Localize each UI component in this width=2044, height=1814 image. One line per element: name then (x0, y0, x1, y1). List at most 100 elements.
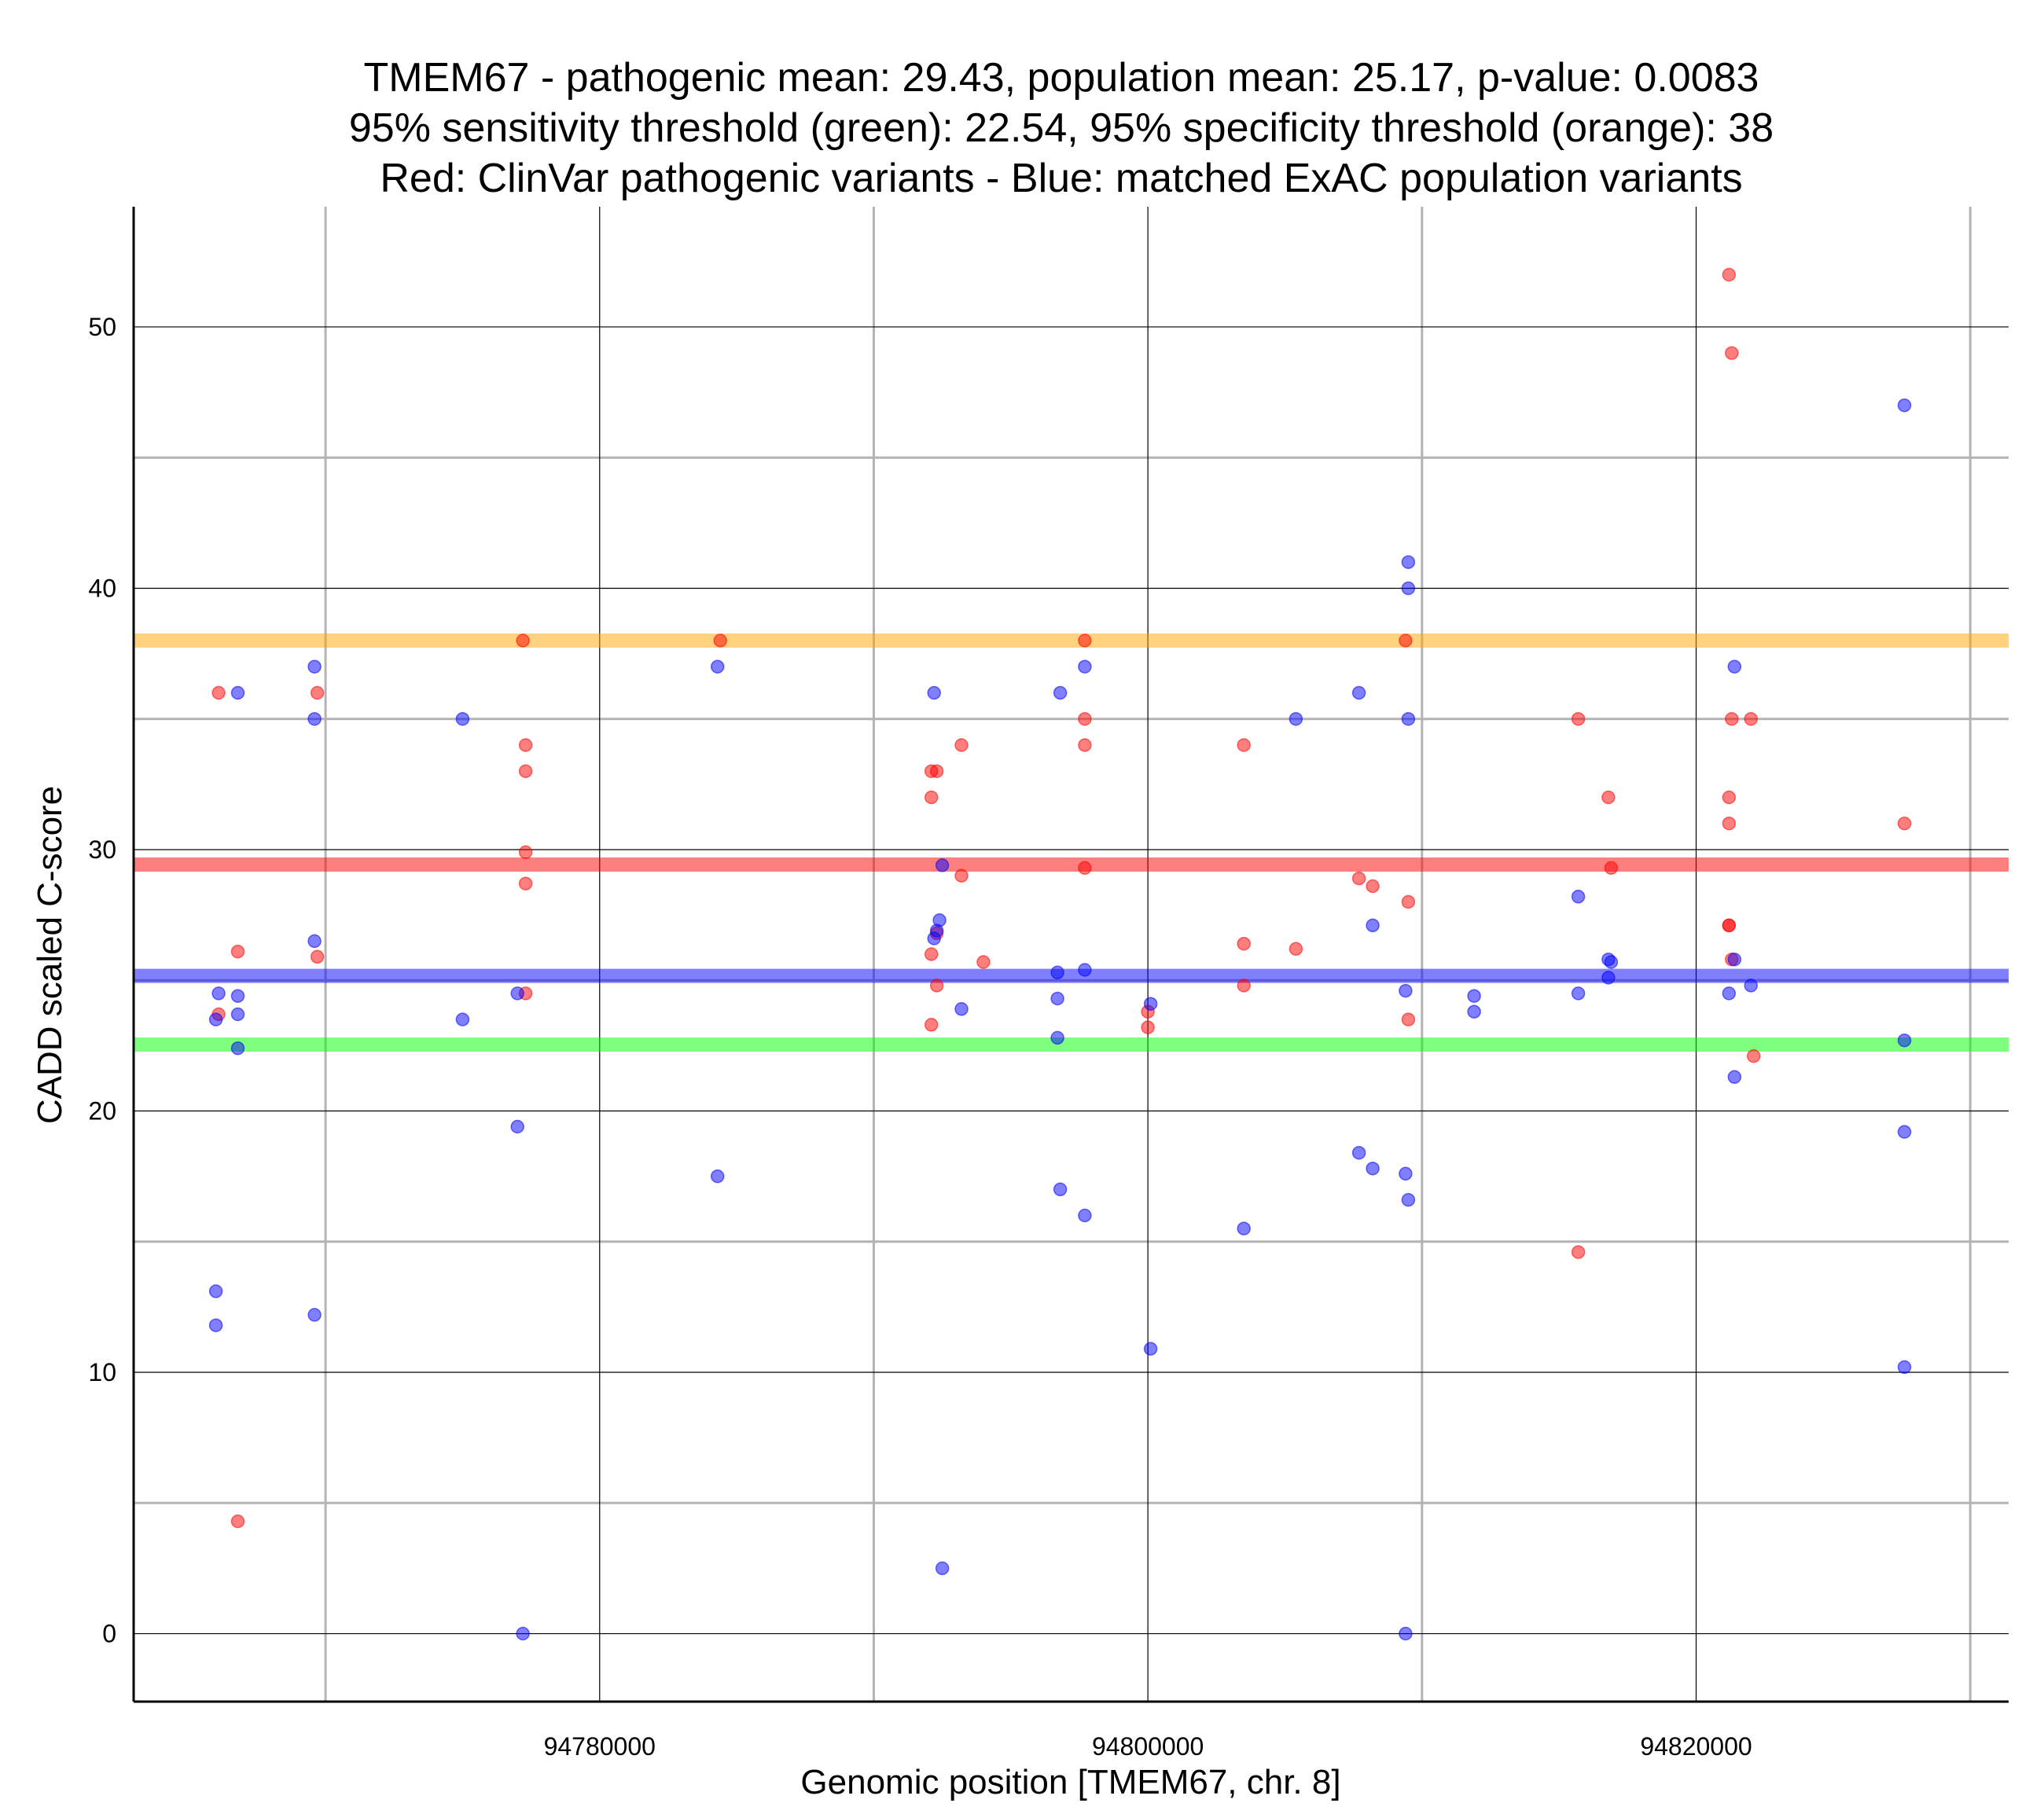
data-point (976, 955, 991, 969)
data-point (230, 1007, 245, 1022)
data-point (710, 659, 725, 674)
data-point (1289, 942, 1303, 957)
data-point (1351, 685, 1366, 700)
x-tick-label: 94820000 (1640, 1732, 1752, 1761)
data-point (1401, 1012, 1416, 1026)
data-point (455, 1012, 470, 1026)
data-point (1401, 1192, 1416, 1207)
data-point (1050, 1030, 1064, 1045)
data-point (1050, 991, 1064, 1006)
data-point (211, 685, 226, 700)
data-point (713, 633, 727, 648)
title-line-2: 95% sensitivity threshold (green): 22.54… (349, 105, 1774, 151)
data-point (1141, 1020, 1155, 1034)
data-point (1078, 711, 1092, 726)
y-axis-title: CADD scaled C-score (31, 786, 69, 1124)
y-tick-label: 40 (88, 574, 116, 602)
data-point (1401, 555, 1416, 569)
data-points (208, 267, 1912, 1641)
data-point (935, 858, 950, 872)
data-point (1053, 685, 1068, 700)
data-point (230, 685, 245, 700)
data-point (1722, 986, 1737, 1001)
data-point (1601, 971, 1616, 985)
data-point (1078, 738, 1092, 752)
y-tick-label: 50 (88, 313, 116, 341)
axes (132, 207, 2009, 1703)
data-point (1722, 790, 1737, 805)
data-point (516, 633, 530, 648)
data-point (310, 685, 325, 700)
data-point (455, 711, 470, 726)
data-point (1399, 983, 1413, 998)
data-point (518, 738, 533, 752)
data-point (1467, 989, 1481, 1003)
data-point (1725, 346, 1739, 360)
data-point (924, 947, 939, 961)
data-point (1725, 711, 1739, 726)
data-point (307, 711, 322, 726)
data-point (1744, 711, 1758, 726)
data-point (1351, 871, 1366, 886)
title-line-1: TMEM67 - pathogenic mean: 29.43, populat… (364, 55, 1759, 101)
data-point (510, 986, 524, 1001)
data-point (929, 764, 944, 778)
data-point (1604, 955, 1619, 969)
data-point (954, 1002, 969, 1016)
data-point (1143, 997, 1158, 1011)
data-point (1722, 816, 1737, 831)
data-point (1601, 790, 1616, 805)
data-point (1289, 711, 1303, 726)
data-point (932, 913, 947, 927)
data-point (1727, 952, 1742, 967)
data-point (954, 738, 969, 752)
data-point (1237, 979, 1251, 993)
data-point (1722, 918, 1737, 933)
data-point (929, 979, 944, 993)
data-point (1237, 936, 1251, 951)
data-point (1727, 659, 1742, 674)
data-point (1401, 711, 1416, 726)
data-point (510, 1119, 524, 1134)
data-point (927, 685, 941, 700)
data-point (1746, 1048, 1761, 1063)
data-point (1366, 1161, 1380, 1176)
data-point (1366, 879, 1380, 894)
x-axis-title: Genomic position [TMEM67, chr. 8] (800, 1763, 1340, 1801)
data-point (230, 989, 245, 1003)
data-point (1897, 1125, 1912, 1139)
data-point (935, 1561, 950, 1576)
data-point (1897, 1360, 1912, 1375)
data-point (1744, 979, 1758, 993)
data-point (310, 949, 325, 964)
data-point (710, 1169, 725, 1184)
data-point (1401, 894, 1416, 909)
data-point (518, 764, 533, 778)
data-point (954, 868, 969, 883)
data-point (1050, 965, 1064, 980)
data-point (518, 876, 533, 890)
data-point (208, 1318, 223, 1332)
data-point (1571, 890, 1586, 904)
title-line-3: Red: ClinVar pathogenic variants - Blue:… (380, 156, 1742, 201)
data-point (1053, 1182, 1068, 1197)
reference-lines (134, 633, 2009, 1052)
data-point (1237, 738, 1251, 752)
chart-title: TMEM67 - pathogenic mean: 29.43, populat… (349, 55, 1774, 201)
data-point (307, 934, 322, 949)
data-point (1078, 963, 1092, 977)
data-point (1401, 581, 1416, 596)
data-point (208, 1012, 223, 1026)
data-point (1078, 659, 1092, 674)
data-point (208, 1284, 223, 1298)
y-tick-label: 30 (88, 835, 116, 864)
data-point (1078, 861, 1092, 876)
y-tick-label: 0 (102, 1620, 116, 1648)
data-point (1897, 398, 1912, 413)
data-point (230, 1514, 245, 1529)
data-point (1897, 816, 1912, 831)
data-point (230, 944, 245, 959)
data-point (924, 790, 939, 805)
